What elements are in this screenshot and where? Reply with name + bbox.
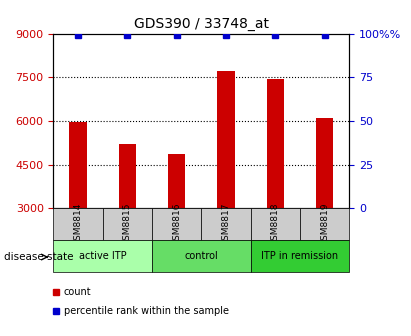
Bar xyxy=(267,79,284,208)
FancyBboxPatch shape xyxy=(251,240,349,272)
Bar xyxy=(119,144,136,208)
FancyBboxPatch shape xyxy=(103,208,152,240)
FancyBboxPatch shape xyxy=(300,208,349,240)
Text: GSM8818: GSM8818 xyxy=(271,203,280,246)
Title: GDS390 / 33748_at: GDS390 / 33748_at xyxy=(134,17,269,31)
FancyBboxPatch shape xyxy=(251,208,300,240)
FancyBboxPatch shape xyxy=(152,208,201,240)
Text: count: count xyxy=(64,287,91,297)
FancyBboxPatch shape xyxy=(152,240,251,272)
FancyBboxPatch shape xyxy=(53,208,103,240)
Text: GSM8819: GSM8819 xyxy=(320,203,329,246)
Text: control: control xyxy=(185,251,218,261)
Text: GSM8814: GSM8814 xyxy=(74,203,83,246)
FancyBboxPatch shape xyxy=(201,208,251,240)
FancyBboxPatch shape xyxy=(53,240,152,272)
Text: disease state: disease state xyxy=(4,252,74,262)
Bar xyxy=(217,72,235,208)
Text: ITP in remission: ITP in remission xyxy=(261,251,339,261)
Bar xyxy=(168,155,185,208)
Text: percentile rank within the sample: percentile rank within the sample xyxy=(64,306,229,316)
Text: active ITP: active ITP xyxy=(79,251,127,261)
Text: GSM8815: GSM8815 xyxy=(123,203,132,246)
Text: GSM8817: GSM8817 xyxy=(222,203,231,246)
Bar xyxy=(69,122,87,208)
Bar xyxy=(316,118,333,208)
Text: GSM8816: GSM8816 xyxy=(172,203,181,246)
